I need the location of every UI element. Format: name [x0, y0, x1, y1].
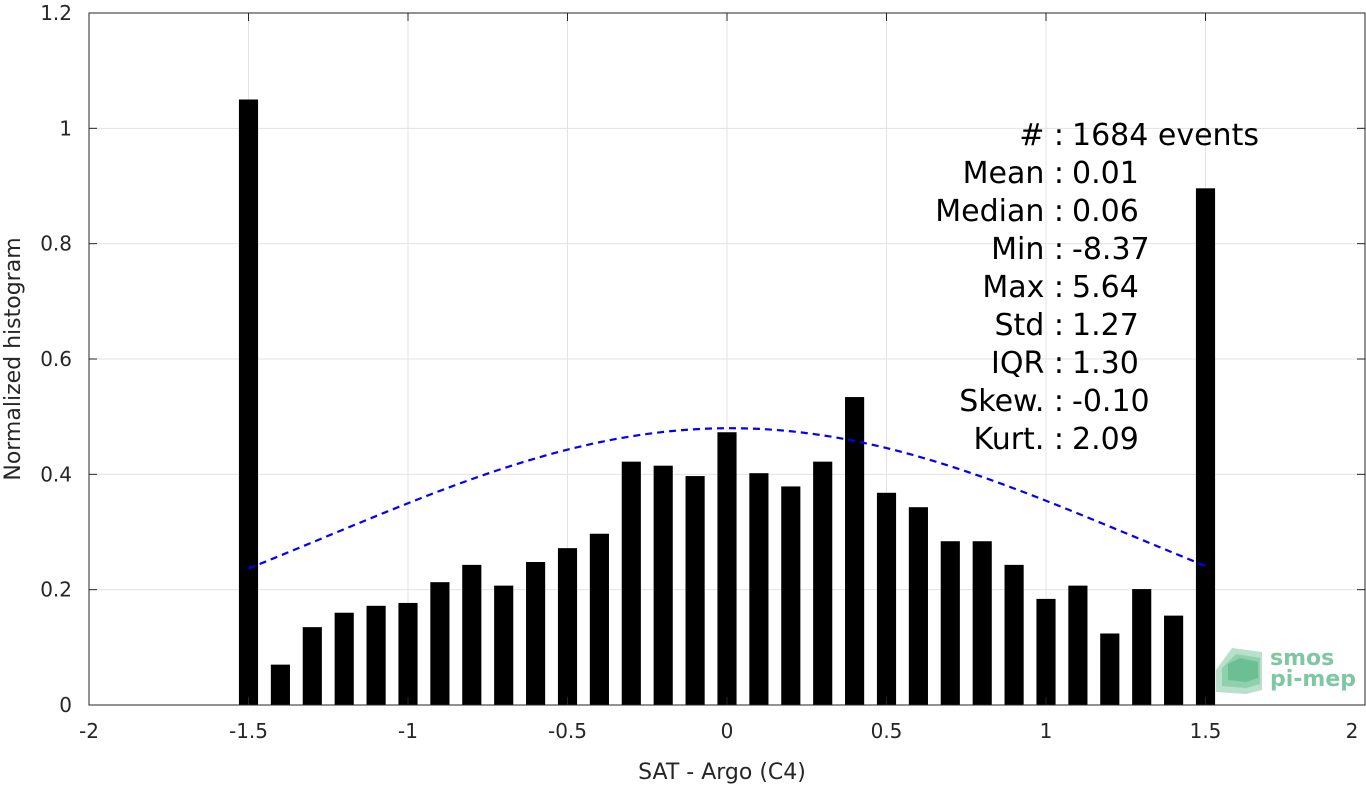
bar-25 [1036, 598, 1056, 705]
bar-24 [1004, 564, 1024, 705]
bar-9 [526, 561, 546, 705]
stat-value-7: -0.10 [1072, 384, 1150, 419]
bar-27 [1100, 633, 1120, 705]
bar-3 [334, 612, 354, 705]
stat-label-0: # : [1019, 118, 1064, 153]
bar-22 [940, 541, 960, 705]
bar-1 [270, 664, 290, 705]
y-tick-label-2: 0.4 [40, 462, 72, 486]
bar-5 [398, 602, 418, 705]
stat-value-0: 1684 events [1072, 118, 1259, 153]
bar-21 [908, 507, 928, 705]
stat-value-1: 0.01 [1072, 156, 1139, 191]
stat-value-4: 5.64 [1072, 270, 1139, 305]
bar-11 [589, 533, 609, 705]
bar-19 [845, 397, 865, 705]
bar-20 [876, 492, 897, 705]
stat-value-5: 1.27 [1072, 308, 1139, 343]
axes [88, 12, 1366, 706]
bar-16 [749, 473, 769, 705]
bar-2 [302, 627, 322, 705]
stat-label-1: Mean : [963, 156, 1064, 191]
bar-13 [653, 465, 673, 705]
smos-pi-mep-logo: smos pi-mep [1216, 646, 1356, 694]
x-axis-title: SAT - Argo (C4) [638, 760, 806, 785]
x-tick-label-6: 1 [1040, 719, 1053, 743]
bar-18 [813, 461, 833, 705]
bar-17 [781, 486, 801, 705]
x-tick-label-5: 0.5 [871, 719, 903, 743]
x-tick-label-0: -2 [79, 719, 99, 743]
x-tick-label-4: 0 [721, 719, 734, 743]
x-tick-label-3: -0.5 [548, 719, 587, 743]
bar-30 [1195, 188, 1216, 706]
logo-line1: smos [1270, 646, 1334, 671]
stat-label-8: Kurt. : [974, 422, 1064, 457]
x-tick-label-2: -1 [398, 719, 418, 743]
stat-value-2: 0.06 [1072, 194, 1139, 229]
gaussian-fit-curve [248, 427, 1206, 570]
y-tick-label-0: 0 [59, 693, 72, 717]
bar-15 [717, 432, 737, 705]
x-tick-label-8: 2 [1346, 719, 1359, 743]
bar-26 [1068, 585, 1088, 705]
bars [238, 99, 1216, 706]
x-tick-labels: -2 -1.5 -1 -0.5 0 0.5 1 1.5 2 [79, 719, 1358, 743]
y-tick-label-3: 0.6 [40, 347, 72, 371]
logo-line2: pi-mep [1270, 667, 1356, 692]
stat-value-8: 2.09 [1072, 422, 1139, 457]
y-tick-label-1: 0.2 [40, 578, 72, 602]
y-axis-title: Normalized histogram [1, 237, 26, 480]
stat-value-6: 1.30 [1072, 346, 1139, 381]
stat-label-5: Std : [995, 308, 1065, 343]
y-tick-label-5: 1 [59, 116, 72, 140]
stat-label-7: Skew. : [959, 384, 1064, 419]
stat-label-6: IQR : [991, 346, 1064, 381]
x-tick-label-1: -1.5 [229, 719, 268, 743]
bar-12 [621, 461, 641, 705]
bar-28 [1132, 589, 1152, 705]
y-tick-label-6: 1.2 [40, 1, 72, 25]
bar-8 [494, 585, 514, 705]
bar-14 [685, 476, 705, 705]
bar-10 [557, 548, 578, 705]
bar-4 [366, 605, 386, 705]
y-tick-label-4: 0.8 [40, 232, 72, 256]
stat-label-2: Median : [935, 194, 1064, 229]
stat-value-3: -8.37 [1072, 232, 1150, 267]
stat-label-3: Min : [991, 232, 1064, 267]
stat-label-4: Max : [982, 270, 1064, 305]
bar-7 [462, 564, 482, 705]
y-tick-labels: 0 0.2 0.4 0.6 0.8 1 1.2 [40, 1, 72, 717]
bar-29 [1164, 615, 1184, 705]
bar-0 [238, 99, 259, 705]
x-tick-label-7: 1.5 [1190, 719, 1222, 743]
logo-waves-icon [1216, 648, 1262, 694]
bar-23 [972, 541, 992, 705]
bar-6 [430, 582, 450, 705]
